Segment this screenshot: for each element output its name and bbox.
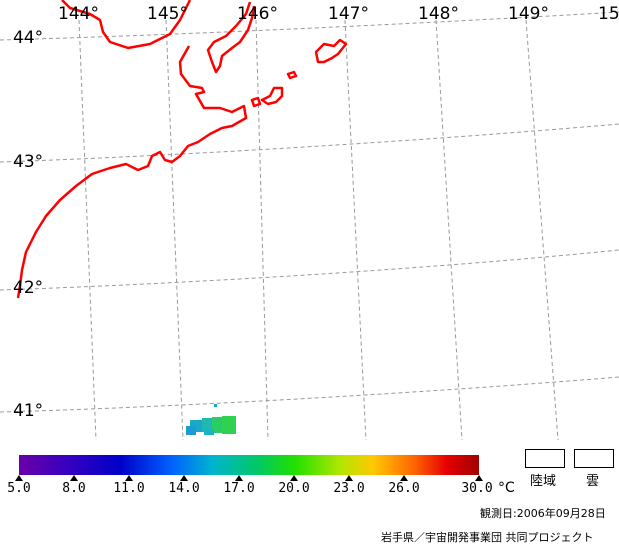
longitude-label-150: 15 xyxy=(598,4,619,24)
longitude-label-145: 145° xyxy=(147,4,188,24)
colorbar-tick-label: 14.0 xyxy=(168,481,200,496)
latitude-label-41: 41° xyxy=(13,401,44,421)
colorbar-tick-mark xyxy=(125,475,133,481)
colorbar-tick-label: 26.0 xyxy=(388,481,420,496)
colorbar-unit: °C xyxy=(498,480,515,496)
latitude-label-43: 43° xyxy=(13,152,44,172)
colorbar-tick-mark xyxy=(475,475,483,481)
credit-line: 岩手県／宇宙開発事業団 共同プロジェクト xyxy=(381,531,594,544)
colorbar-tick-label: 11.0 xyxy=(113,481,145,496)
colorbar-tick-mark xyxy=(400,475,408,481)
colorbar-tick-label: 8.0 xyxy=(62,481,86,496)
colorbar-tick-mark xyxy=(345,475,353,481)
latitude-label-42: 42° xyxy=(13,278,44,298)
cloud-legend-label: 雲 xyxy=(586,474,600,489)
colorbar-tick-label: 30.0 xyxy=(461,481,493,496)
cloud-legend-swatch xyxy=(574,449,614,468)
temperature-colorbar xyxy=(19,455,479,475)
colorbar-tick-mark xyxy=(235,475,243,481)
sst-patch xyxy=(186,404,236,435)
longitude-label-148: 148° xyxy=(418,4,459,24)
longitude-label-144: 144° xyxy=(58,4,99,24)
colorbar-tick-mark xyxy=(15,475,23,481)
latitude-grid xyxy=(0,11,619,413)
land-legend-label: 陸域 xyxy=(530,474,557,489)
longitude-label-146: 146° xyxy=(237,4,278,24)
colorbar-tick-mark xyxy=(70,475,78,481)
land-legend-swatch xyxy=(525,449,565,468)
colorbar-tick-label: 5.0 xyxy=(7,481,31,496)
longitude-grid xyxy=(78,19,559,440)
colorbar-tick-mark xyxy=(180,475,188,481)
map-canvas xyxy=(0,0,619,440)
colorbar-tick-mark xyxy=(290,475,298,481)
longitude-label-149: 149° xyxy=(508,4,549,24)
colorbar-tick-label: 20.0 xyxy=(278,481,310,496)
colorbar-tick-label: 17.0 xyxy=(223,481,255,496)
observation-date: 観測日:2006年09月28日 xyxy=(480,507,606,520)
longitude-label-147: 147° xyxy=(328,4,369,24)
coastline xyxy=(16,0,348,299)
latitude-label-44: 44° xyxy=(13,28,44,48)
colorbar-tick-label: 23.0 xyxy=(333,481,365,496)
